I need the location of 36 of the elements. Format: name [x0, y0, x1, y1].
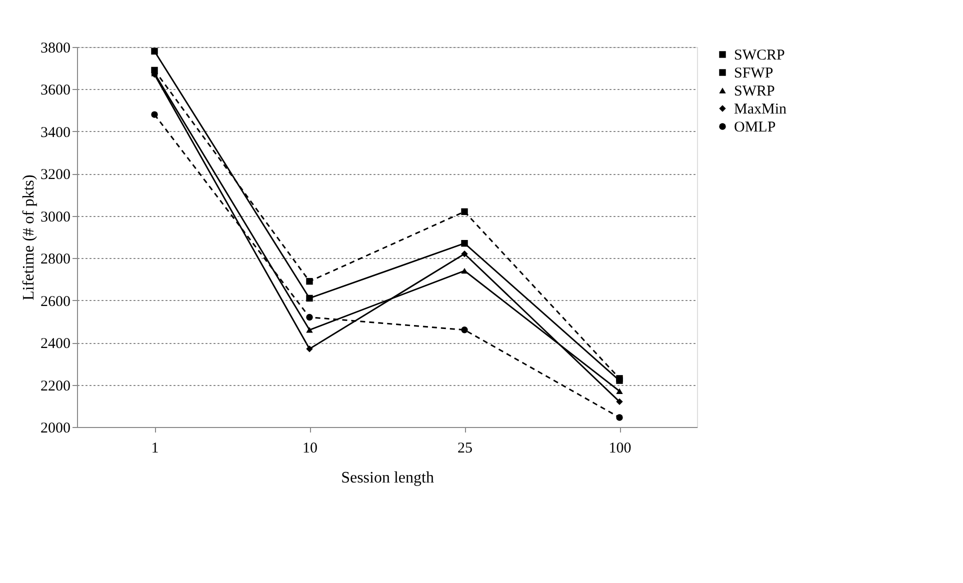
x-tick-label: 1: [151, 440, 159, 456]
y-tick-label: 3800: [40, 40, 70, 56]
legend-label: MaxMin: [734, 102, 787, 118]
y-tick-label: 3400: [40, 124, 70, 141]
point: [461, 268, 468, 274]
y-tick-label: 3600: [40, 82, 70, 99]
point: [461, 250, 468, 258]
x-axis-title: Session length: [341, 470, 434, 486]
y-tick-label: 2000: [40, 420, 70, 436]
point: [616, 388, 623, 394]
y-tick-label: 2600: [40, 294, 70, 310]
point: [616, 398, 623, 406]
legend-label: OMLP: [734, 120, 776, 136]
y-axis-title: Lifetime (# of pkts): [20, 174, 38, 300]
point: [151, 111, 158, 118]
point: [306, 346, 313, 352]
point: [306, 278, 313, 285]
legend-label: SWCRP: [734, 48, 785, 64]
point: [306, 294, 313, 302]
point: [461, 326, 468, 334]
x-tick-label: 100: [608, 440, 632, 456]
point: [616, 414, 623, 421]
y-tick-label: 2400: [40, 336, 70, 352]
y-tick-label: 2200: [40, 378, 70, 394]
legend-label: SWRP: [734, 84, 775, 100]
legend-label: SFWP: [734, 66, 774, 82]
y-tick-label: 3000: [40, 209, 70, 226]
x-tick-label: 25: [458, 440, 472, 456]
y-tick-label: 3200: [40, 167, 70, 184]
x-tick-label: 10: [302, 440, 318, 456]
point: [461, 208, 468, 216]
point: [306, 314, 313, 321]
point: [306, 326, 313, 333]
point: [151, 48, 158, 55]
point: [461, 240, 468, 247]
y-tick-label: 2800: [40, 252, 70, 268]
